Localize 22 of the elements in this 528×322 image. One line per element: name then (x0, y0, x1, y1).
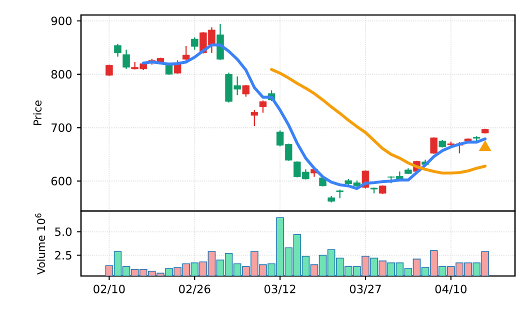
candlestick (430, 136, 438, 154)
candlestick (122, 49, 130, 70)
line-series (270, 68, 487, 175)
x-tick-label: 02/10 (94, 284, 125, 294)
candlestick (114, 43, 122, 58)
y-tick-label: 2.5 (55, 250, 72, 260)
y-tick-label: 800 (51, 70, 72, 79)
x-tick-label: 02/26 (179, 284, 210, 294)
y-tick-label: 700 (52, 123, 72, 132)
y-tick-label: 5.0 (55, 227, 72, 236)
candlestick (191, 36, 198, 50)
y-tick-label: 900 (51, 16, 72, 26)
x-tick-label: 03/27 (350, 284, 381, 294)
y-axis-title: Price (33, 100, 42, 125)
candlestick (182, 45, 190, 61)
y-axis-title: Volume 10$^{6}$ (35, 213, 46, 275)
candlestick (106, 64, 113, 76)
x-tick-label: 04/10 (435, 284, 467, 294)
x-tick-label: 03/12 (264, 284, 296, 294)
y-tick-label: 600 (51, 176, 72, 186)
candlestick (259, 100, 267, 114)
candlestick (250, 109, 258, 127)
